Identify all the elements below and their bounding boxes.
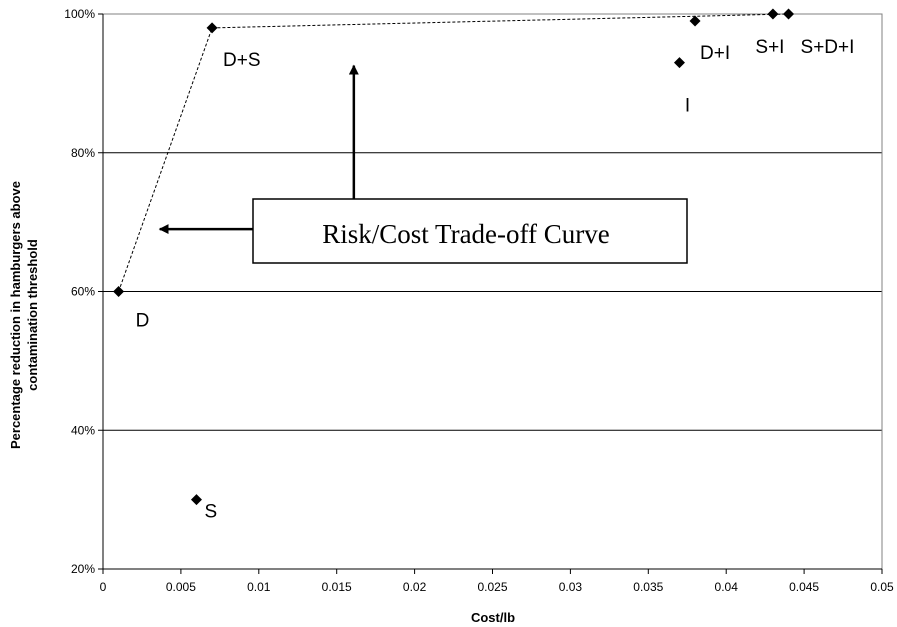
y-axis-title-line-2: contamination threshold — [25, 239, 40, 391]
point-layer: D S D+S I D+I S+I S+D+I — [113, 9, 854, 523]
point-label-D+I: D+I — [700, 43, 730, 64]
x-tick-label-8: 0.04 — [715, 580, 739, 594]
data-point-D+S — [207, 22, 218, 33]
y-tick-label-0: 20% — [71, 562, 95, 576]
x-tick-label-5: 0.025 — [477, 580, 507, 594]
x-tick-label-3: 0.015 — [322, 580, 352, 594]
data-point-D+I — [690, 15, 701, 26]
y-tick-label-3: 80% — [71, 146, 95, 160]
point-label-D: D — [136, 311, 150, 332]
data-point-S+D+I — [783, 9, 794, 20]
callout-text: Risk/Cost Trade-off Curve — [322, 219, 610, 249]
point-label-D+S: D+S — [223, 50, 261, 71]
x-tick-label-0: 0 — [100, 580, 107, 594]
y-tick-label-4: 100% — [64, 7, 95, 21]
point-label-S+I: S+I — [755, 37, 784, 58]
x-tick-label-10: 0.05 — [870, 580, 894, 594]
x-axis-title: Cost/lb — [471, 610, 515, 625]
point-label-I: I — [685, 96, 690, 117]
y-axis-title: Percentage reduction in hamburgers above… — [8, 181, 40, 449]
x-tick-label-4: 0.02 — [403, 580, 427, 594]
annotation-layer: Risk/Cost Trade-off Curve — [160, 66, 687, 263]
data-point-I — [674, 57, 685, 68]
data-point-S+I — [767, 9, 778, 20]
x-tick-label-6: 0.03 — [559, 580, 583, 594]
point-label-S+D+I: S+D+I — [801, 37, 855, 58]
axis-layer: 20% 40% 60% 80% 100% 0 0.005 0.01 0.015 0.02 0.025… — [64, 7, 894, 594]
x-tick-label-9: 0.045 — [789, 580, 819, 594]
data-point-S — [191, 494, 202, 505]
x-tick-label-2: 0.01 — [247, 580, 271, 594]
y-tick-label-2: 60% — [71, 285, 95, 299]
x-tick-label-7: 0.035 — [633, 580, 663, 594]
point-label-S: S — [204, 502, 217, 523]
x-tick-label-1: 0.005 — [166, 580, 196, 594]
y-axis-title-line-1: Percentage reduction in hamburgers above — [8, 181, 23, 449]
data-point-D — [113, 286, 124, 297]
y-tick-label-1: 40% — [71, 423, 95, 437]
